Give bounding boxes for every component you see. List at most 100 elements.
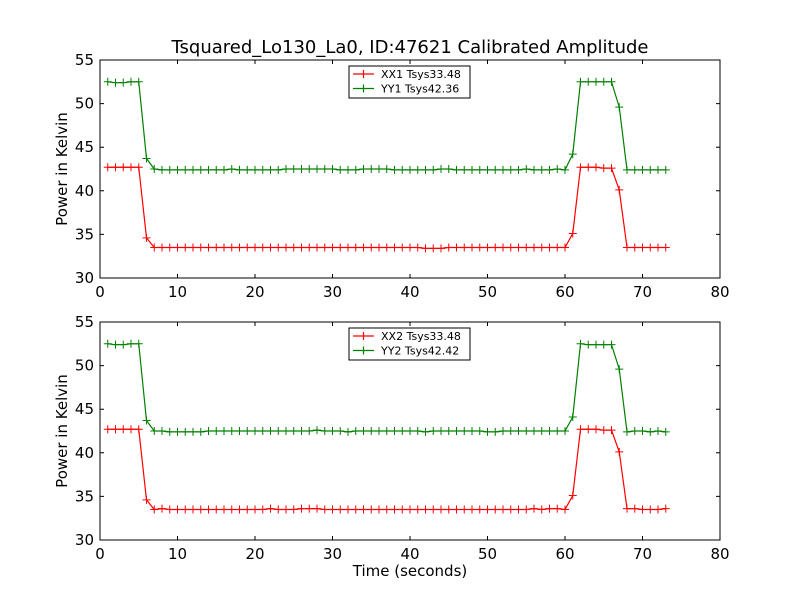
data-point (243, 243, 252, 252)
y-tick-label: 35 (75, 487, 94, 505)
data-point (576, 163, 585, 172)
data-point (103, 77, 112, 86)
data-point (421, 244, 430, 253)
data-point (437, 505, 445, 514)
data-point (646, 243, 655, 252)
data-point (235, 243, 244, 252)
data-point (545, 243, 554, 252)
data-point (375, 243, 383, 252)
data-point (630, 504, 639, 513)
data-point (483, 165, 492, 174)
x-tick-label: 60 (555, 545, 574, 563)
data-point (251, 165, 259, 174)
data-point (351, 165, 360, 174)
data-point (568, 150, 577, 159)
chart-1: 0 10 20 30 40 50 60 70 80 30 35 40 45 50 55 Power in Ke… (53, 51, 730, 301)
data-point (390, 505, 399, 514)
data-point (506, 427, 515, 435)
data-point (344, 427, 352, 436)
data-point (460, 505, 469, 514)
data-point (282, 243, 290, 252)
data-point (266, 504, 275, 513)
legend-swatch (353, 332, 374, 340)
data-point (142, 416, 151, 425)
data-point (235, 165, 244, 174)
data-point (289, 243, 298, 252)
data-point (351, 427, 360, 435)
data-point (553, 165, 562, 173)
data-point (289, 505, 298, 514)
data-point (514, 505, 523, 514)
data-point (607, 77, 616, 86)
data-point (390, 165, 399, 174)
x-tick-label: 50 (478, 283, 497, 301)
data-point (289, 427, 298, 435)
data-point (227, 165, 236, 173)
data-point (382, 165, 391, 173)
y-tick-label: 55 (75, 51, 94, 69)
data-point (320, 505, 329, 514)
data-point (119, 340, 128, 349)
legend-label: YY1 Tsys42.36 (380, 83, 459, 96)
data-point (282, 505, 290, 514)
data-point (530, 243, 538, 252)
data-point (336, 243, 345, 252)
data-point (537, 505, 546, 514)
data-point (251, 243, 259, 252)
data-point (646, 165, 655, 174)
data-point (491, 505, 500, 514)
data-point (119, 163, 128, 172)
data-point (561, 165, 569, 174)
data-point (630, 427, 639, 435)
legend-swatch (353, 84, 374, 93)
data-point (553, 504, 562, 513)
data-point (607, 426, 616, 435)
data-point (553, 243, 562, 252)
data-point (344, 243, 352, 252)
y-tick-label: 30 (75, 269, 94, 287)
legend-label: XX1 Tsys33.48 (381, 68, 461, 81)
data-point (522, 427, 531, 435)
data-point (204, 427, 213, 435)
legend: XX1 Tsys33.48 YY1 Tsys42.36 (348, 65, 471, 99)
data-point (599, 426, 608, 435)
data-point (212, 165, 221, 174)
data-point (181, 165, 190, 174)
y-tick-label: 55 (75, 313, 94, 331)
data-point (375, 505, 383, 514)
data-point (103, 425, 112, 434)
data-point (491, 165, 500, 174)
data-point (537, 165, 546, 174)
data-point (630, 165, 639, 174)
data-point (320, 243, 329, 252)
x-tick-label: 0 (95, 283, 105, 301)
data-point (359, 427, 368, 435)
data-point (646, 505, 655, 514)
legend-label: XX2 Tsys33.48 (381, 330, 461, 343)
data-point (475, 505, 484, 514)
y-tick-label: 45 (75, 138, 94, 156)
x-tick-label: 20 (245, 283, 264, 301)
data-point (258, 165, 267, 174)
data-point (413, 505, 422, 514)
data-point (452, 505, 461, 514)
data-point (460, 165, 469, 174)
y-tick-label: 35 (75, 225, 94, 243)
data-point (661, 504, 670, 513)
data-point (150, 505, 159, 514)
data-point (623, 165, 631, 174)
data-point (220, 243, 228, 252)
data-point (522, 165, 531, 173)
data-point (561, 427, 569, 435)
y-axis-label: Power in Kelvin (53, 112, 71, 226)
data-point (398, 165, 407, 174)
data-point (421, 427, 430, 436)
x-tick-label: 70 (633, 283, 652, 301)
data-point (274, 243, 283, 252)
data-point (599, 340, 608, 349)
data-point (398, 505, 407, 514)
data-point (638, 243, 647, 252)
data-point (382, 243, 391, 252)
data-point (568, 491, 577, 500)
data-point (359, 243, 368, 252)
